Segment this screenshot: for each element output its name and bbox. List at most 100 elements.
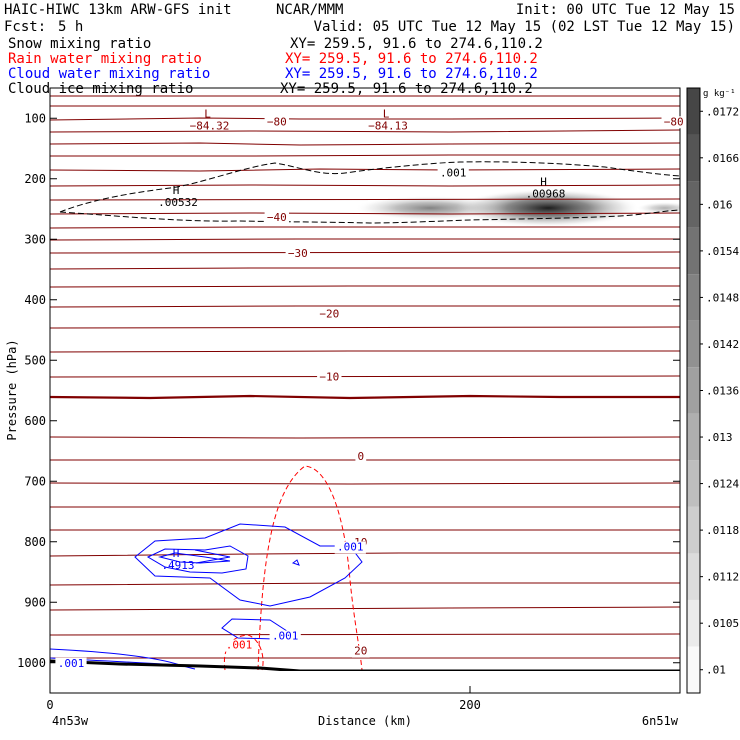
field-rain-label: Rain water mixing ratio: [8, 51, 202, 67]
extremum-value: −84.13: [368, 119, 408, 132]
colorbar-segment: [687, 553, 700, 600]
colorbar-segment: [687, 88, 700, 135]
contour-value-label: .001: [337, 541, 364, 554]
extremum-marker: H: [173, 184, 180, 197]
y-tick-label: 800: [24, 535, 46, 549]
y-tick-label: 900: [24, 595, 46, 609]
temperature-contour-label: −40: [267, 211, 287, 224]
y-tick-label: 1000: [17, 656, 46, 670]
extremum-value: .4913: [161, 559, 194, 572]
colorbar-segment: [687, 413, 700, 461]
x-tick-label: 200: [459, 698, 481, 712]
temperature-contour-label-bg: [264, 116, 289, 129]
field-cloud-water-label: Cloud water mixing ratio: [8, 66, 210, 82]
field-cloud-ice-label: Cloud ice mixing ratio: [8, 81, 193, 97]
x-axis: 0 200: [46, 686, 481, 712]
colorbar-tick-label: .0148: [706, 291, 739, 304]
colorbar-segment: [687, 320, 700, 368]
y-axis-title: Pressure (hPa): [5, 339, 19, 440]
colorbar-tick-label: .016: [706, 198, 733, 211]
colorbar-tick-label: .0124: [706, 478, 739, 491]
cloud-ice-contour-lower: [59, 209, 680, 224]
temperature-contour-label-bg: [264, 211, 289, 224]
colorbar-tick-label: .0154: [706, 245, 739, 258]
contour-value-label: .001: [272, 630, 299, 643]
forecast-label: Fcst:: [4, 19, 46, 35]
temperature-contour-label: −80: [267, 115, 287, 128]
colorbar-tick-label: .0136: [706, 385, 739, 398]
colorbar-tick-label: .0142: [706, 338, 739, 351]
contour-labels: −80−80−40−30−20−1001020.001.001.001.001.…: [55, 107, 686, 670]
field-cloud-ice-xy: XY= 259.5, 91.6 to 274.6,110.2: [280, 81, 533, 97]
org-label: NCAR/MMM: [276, 2, 343, 18]
contour-value-label: .001: [58, 657, 85, 670]
temperature-contour-label: 0: [357, 450, 364, 463]
cloud-water-contours: [50, 523, 363, 670]
below-ground-mask: [50, 671, 680, 693]
contour-value-label: .001: [226, 639, 253, 652]
y-tick-label: 500: [24, 353, 46, 367]
rain-contour-main: [257, 465, 363, 671]
contour-value-label-bg: [334, 541, 366, 554]
x-end-location: 6n51w: [642, 714, 679, 728]
colorbar-segment: [687, 506, 700, 554]
x-start-location: 4n53w: [52, 714, 89, 728]
ice-shading-edge: [637, 202, 680, 214]
y-tick-label: 100: [24, 111, 46, 125]
y-tick-label: 300: [24, 232, 46, 246]
y-tick-label: 600: [24, 414, 46, 428]
valid-time: Valid: 05 UTC Tue 12 May 15 (02 LST Tue …: [314, 19, 735, 35]
extremum-value: −84.32: [190, 119, 230, 132]
temperature-contour-label-bg: [285, 248, 310, 261]
init-time: Init: 00 UTC Tue 12 May 15: [516, 2, 735, 18]
temperature-contour-label: −30: [288, 247, 308, 260]
temperature-contour-label-bg: [661, 116, 686, 129]
colorbar: .01 .0105 .0112 .0118 .0124 .013 .0136 .0142 .01…: [686, 87, 739, 694]
plot-content: [50, 95, 680, 693]
colorbar-unit: g kg⁻¹: [703, 89, 736, 99]
extremum-marker: L: [383, 107, 390, 120]
x-axis-title: Distance (km): [318, 714, 412, 728]
colorbar-segment: [687, 181, 700, 228]
colorbar-segment: [687, 460, 700, 507]
y-tick-label: 700: [24, 474, 46, 488]
temperature-contour-label-bg: [352, 645, 370, 658]
colorbar-tick-label: .0166: [706, 152, 739, 165]
extremum-value: .00532: [158, 196, 198, 209]
field-rain-xy: XY= 259.5, 91.6 to 274.6,110.2: [285, 51, 538, 67]
field-snow-label: Snow mixing ratio: [8, 36, 151, 52]
colorbar-tick-label: .0112: [706, 571, 739, 584]
figure-title: HAIC-HIWC 13km ARW-GFS init: [4, 2, 232, 18]
temperature-contour-label-bg: [317, 371, 342, 384]
colorbar-segment: [687, 274, 700, 321]
y-tick-label: 200: [24, 172, 46, 186]
extremum-value: .00968: [526, 188, 566, 201]
temperature-contours: [50, 95, 680, 659]
colorbar-segment: [687, 134, 700, 182]
colorbar-tick-label: .01: [706, 664, 726, 677]
contour-value-label-bg: [223, 639, 255, 652]
colorbar-segment: [687, 227, 700, 275]
extremum-marker: L: [204, 107, 211, 120]
temperature-contour-label: −20: [319, 308, 339, 321]
field-cloud-water-xy: XY= 259.5, 91.6 to 274.6,110.2: [285, 66, 538, 82]
extremum-marker: H: [540, 176, 547, 189]
x-tick-label: 0: [46, 698, 53, 712]
temperature-contour-label: −10: [319, 371, 339, 384]
contour-value-label: .001: [440, 167, 467, 180]
colorbar-segment: [687, 367, 700, 414]
temperature-contour-label-bg: [317, 308, 342, 321]
colorbar-tick-label: .0105: [706, 617, 739, 630]
temperature-contour-label: 20: [354, 645, 367, 658]
colorbar-tick-label: .0118: [706, 524, 739, 537]
contour-value-label-bg: [437, 167, 469, 180]
cloud-ice-contour-upper: [59, 161, 680, 213]
colorbar-tick-label: .0172: [706, 105, 739, 118]
field-snow-xy: XY= 259.5, 91.6 to 274.6,110.2: [290, 36, 543, 52]
plot-frame: [49, 87, 681, 694]
temperature-contour-label-bg: [355, 450, 367, 463]
y-tick-label: 400: [24, 293, 46, 307]
colorbar-segment: [687, 646, 700, 693]
